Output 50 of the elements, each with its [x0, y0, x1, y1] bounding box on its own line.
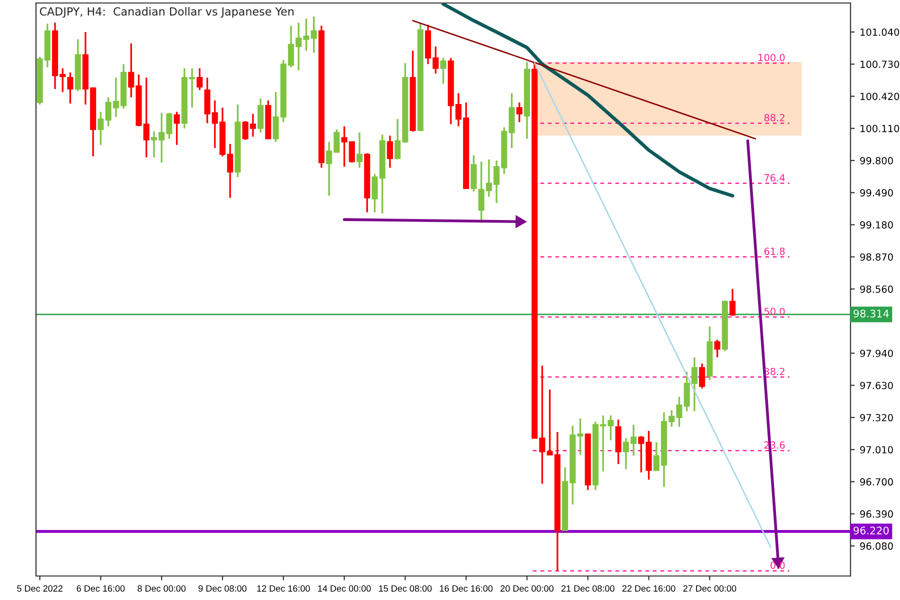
chart-title: CADJPY, H4: Canadian Dollar vs Japanese Yen [40, 7, 294, 18]
x-tick-label: 21 Dec 08:00 [561, 585, 614, 592]
candlestick [196, 67, 203, 91]
y-tick-label: 100.420 [860, 92, 900, 100]
candlestick [699, 362, 706, 390]
y-tick-label: 98.870 [860, 253, 893, 261]
annotation: 76.4 [764, 174, 785, 182]
candlestick [714, 338, 720, 358]
candlestick [258, 97, 264, 134]
x-tick-label: 22 Dec 16:00 [622, 585, 676, 592]
x-tick-label: 27 Dec 00:00 [683, 585, 736, 592]
candlestick [356, 132, 363, 169]
x-tick-label: 16 Dec 16:00 [440, 585, 493, 592]
annotation: 50.0 [764, 308, 785, 316]
x-tick-label: 20 Dec 00:00 [500, 585, 554, 592]
y-tick-label: 97.010 [860, 446, 893, 454]
y-tick-label: 99.490 [860, 189, 893, 196]
candlestick [98, 110, 104, 146]
candlestick [516, 102, 522, 123]
y-tick-label: 100.110 [860, 124, 900, 132]
x-tick-label: 6 Dec 16:00 [76, 585, 125, 592]
y-tick-label: 101.040 [860, 28, 900, 36]
line-series [442, 3, 734, 198]
candlestick [470, 154, 477, 192]
annotation: 100.0 [758, 54, 785, 62]
y-tick-label: 99.180 [860, 221, 893, 229]
y-tick-label: 97.630 [860, 382, 893, 390]
candlestick [729, 288, 736, 317]
y-tick-label: 96.390 [860, 510, 893, 518]
x-tick-label: 15 Dec 08:00 [379, 585, 432, 592]
x-tick-label: 12 Dec 16:00 [257, 585, 310, 592]
x-tick-label: 8 Dec 00:00 [138, 585, 186, 592]
annotation: 88.2 [764, 114, 784, 122]
ref-line-label: 96.220 [854, 526, 889, 534]
y-tick-label: 96.700 [860, 478, 893, 486]
x-tick-label: 5 Dec 2022 [17, 585, 62, 592]
y-tick-label: 96.080 [860, 542, 893, 550]
annotation: 61.8 [764, 248, 785, 255]
candlestick [386, 134, 393, 169]
y-tick-label: 100.730 [860, 60, 900, 68]
candlestick [174, 110, 180, 146]
x-tick-label: 14 Dec 00:00 [318, 585, 371, 592]
y-tick-label: 98.560 [860, 285, 893, 293]
candlestick [67, 72, 74, 104]
y-tick-label: 97.940 [860, 350, 893, 358]
ref-line-label: 98.314 [854, 310, 889, 318]
y-tick-label: 99.800 [860, 156, 893, 164]
x-tick-label: 9 Dec 08:00 [198, 585, 246, 592]
candlestick [440, 57, 446, 85]
y-tick-label: 97.320 [860, 414, 893, 422]
